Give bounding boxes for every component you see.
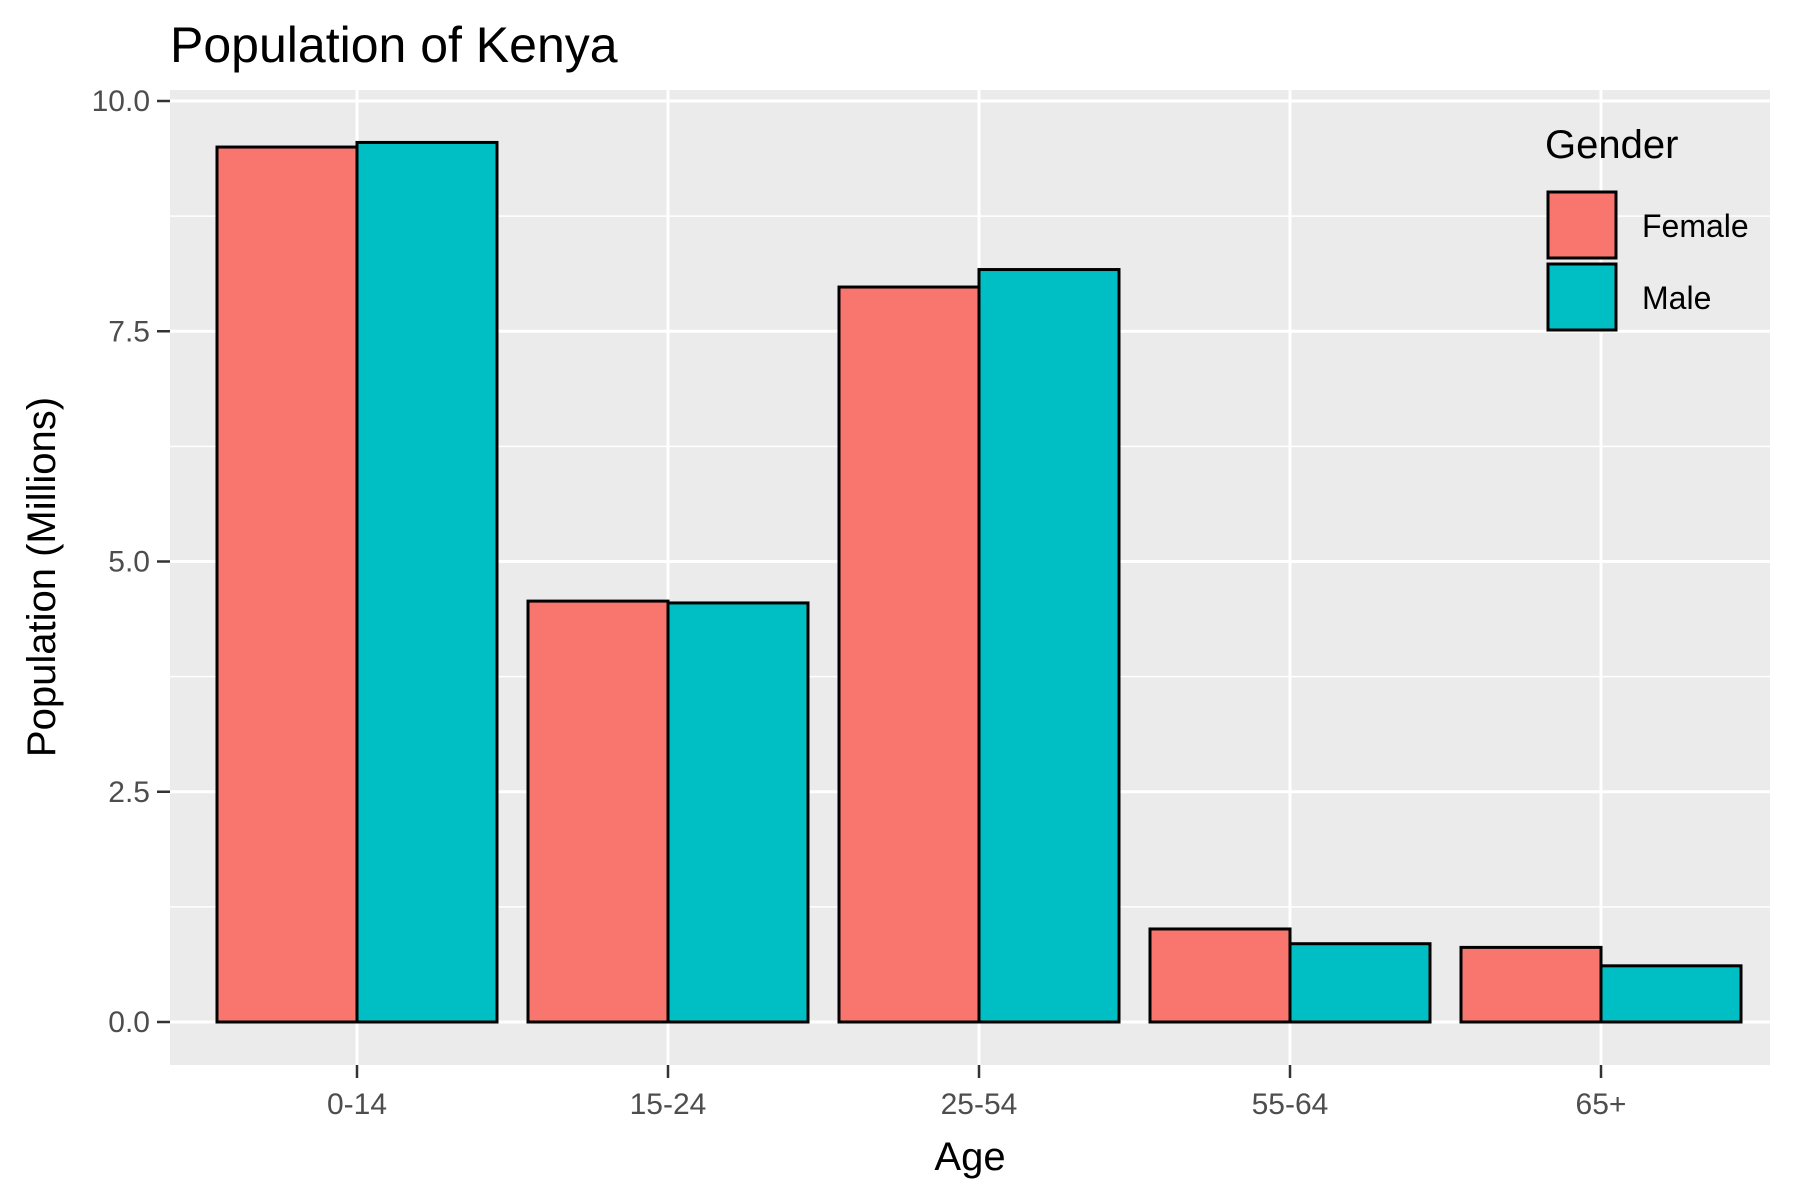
legend-title: Gender [1545,123,1678,167]
x-tick-label: 15-24 [630,1088,707,1121]
legend-key-male [1546,262,1618,332]
legend-label-male: Male [1642,280,1711,316]
bar-male-65+ [1599,964,1743,1024]
x-tick-label: 0-14 [327,1088,387,1121]
y-tick-label: 7.5 [108,315,150,348]
legend-label-female: Female [1642,208,1749,244]
bar-male-55-64 [1288,942,1432,1024]
y-axis: 0.0 2.5 5.0 7.5 10.0 [92,85,170,1039]
bar-male-25-54 [977,268,1121,1024]
bar-female-65+ [1459,945,1603,1024]
bar-female-55-64 [1148,927,1292,1024]
y-tick-label: 2.5 [108,776,150,809]
y-tick-label: 10.0 [92,85,150,118]
bar-female-15-24 [526,599,670,1024]
y-tick-label: 0.0 [108,1006,150,1039]
x-tick-label: 25-54 [941,1088,1018,1121]
legend-key-female [1546,190,1618,260]
x-axis-title: Age [934,1135,1005,1179]
bar-female-25-54 [837,285,981,1024]
y-axis-title: Population (Millions) [20,397,64,757]
x-tick-label: 65+ [1576,1088,1627,1121]
y-tick-label: 5.0 [108,546,150,579]
x-axis: 0-14 15-24 25-54 55-64 65+ [327,1065,1626,1121]
chart-title: Population of Kenya [170,17,618,73]
x-tick-label: 55-64 [1252,1088,1329,1121]
bar-male-15-24 [666,601,810,1024]
bar-male-0-14 [355,140,499,1024]
bars [215,140,1743,1024]
bar-female-0-14 [215,145,359,1024]
legend: Gender Female Male [1545,123,1749,332]
